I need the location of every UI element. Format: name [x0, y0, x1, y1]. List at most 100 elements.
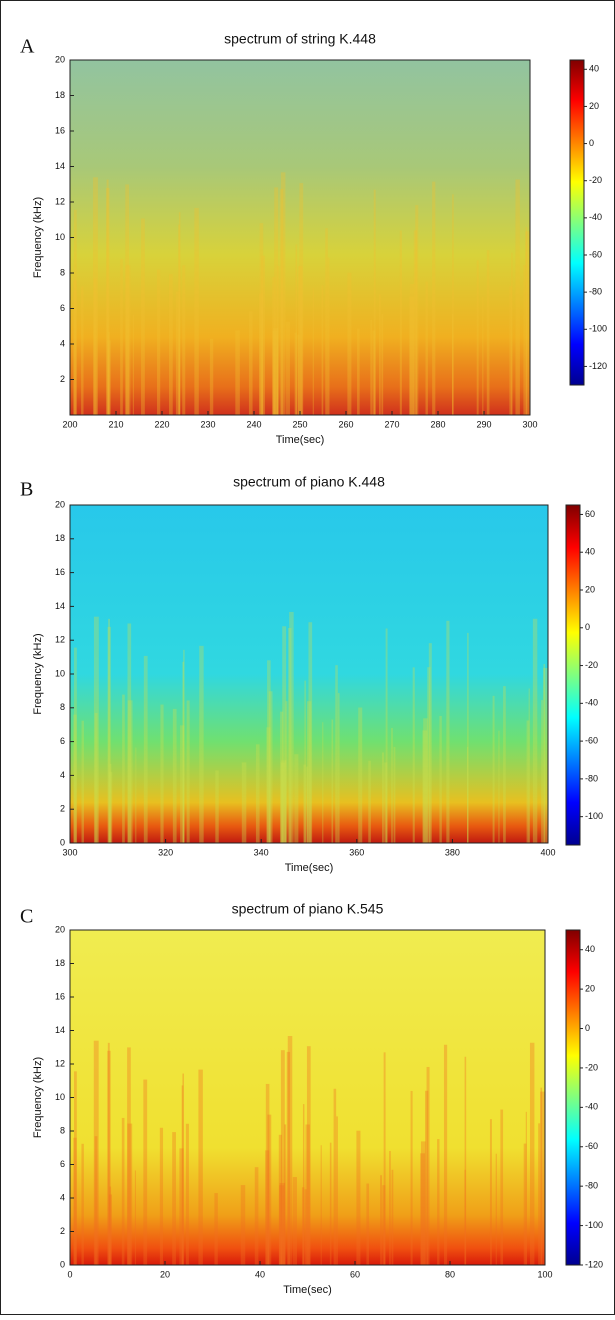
spectrogram-texture — [182, 265, 186, 415]
spectrogram-texture — [280, 760, 286, 843]
chart-title: spectrum of piano K.448 — [233, 474, 385, 490]
x-tick-label: 220 — [154, 419, 169, 429]
colorbar-tick-label: -40 — [589, 212, 602, 222]
spectrogram-texture — [122, 694, 125, 843]
colorbar-tick-label: -40 — [585, 1102, 598, 1112]
spectrogram-texture — [336, 1116, 338, 1265]
spectrogram-texture — [382, 1185, 386, 1265]
spectrogram-texture — [81, 286, 84, 415]
spectrogram-texture — [282, 626, 287, 843]
spectrogram-texture — [160, 704, 164, 843]
spectrogram-texture — [132, 314, 134, 415]
spectrogram-texture — [373, 189, 376, 415]
x-tick-label: 20 — [160, 1269, 170, 1279]
spectrogram-texture — [523, 264, 526, 415]
spectrogram-texture — [389, 1150, 391, 1265]
spectrogram-texture — [308, 622, 313, 843]
spectrogram-texture — [127, 1047, 131, 1265]
spectrogram-texture — [199, 645, 204, 843]
spectrogram-texture — [279, 1185, 285, 1265]
panel-label: B — [20, 479, 33, 501]
spectrogram-texture — [446, 620, 450, 843]
spectrogram-texture — [498, 730, 500, 843]
colorbar-tick-label: -20 — [589, 175, 602, 185]
spectrogram-texture — [180, 725, 185, 843]
spectrogram-texture — [198, 1069, 203, 1265]
spectrogram-texture — [214, 1193, 218, 1265]
spectrogram-texture — [274, 187, 279, 415]
y-axis-label: Frequency (kHz) — [32, 633, 44, 714]
y-tick-label: 6 — [60, 303, 65, 313]
spectrogram-texture — [241, 762, 247, 843]
spectrogram-texture — [268, 691, 273, 843]
spectrogram-texture — [426, 1066, 430, 1265]
x-tick-label: 230 — [200, 419, 215, 429]
panel-label: A — [20, 36, 35, 58]
spectrogram-texture — [215, 770, 219, 843]
spectrogram-texture — [107, 340, 111, 415]
colorbar-tick-label: -100 — [585, 811, 603, 821]
spectrogram-texture — [304, 1189, 307, 1265]
spectrogram-texture — [495, 1153, 497, 1265]
spectrogram-texture — [420, 1141, 426, 1265]
spectrogram-texture — [391, 1169, 394, 1265]
spectrogram-texture — [467, 632, 469, 843]
spectrogram-image — [70, 930, 545, 1265]
y-tick-label: 12 — [55, 1058, 65, 1068]
spectrogram-texture — [464, 1169, 466, 1265]
y-tick-label: 2 — [60, 1226, 65, 1236]
spectrogram-texture — [265, 1083, 270, 1265]
spectrogram-texture — [284, 1124, 287, 1265]
spectrogram-texture — [107, 626, 111, 843]
spectrogram-texture — [81, 720, 84, 843]
colorbar-tick-label: 0 — [585, 622, 590, 632]
spectrogram-texture — [525, 231, 530, 415]
spectrogram-texture — [134, 1170, 136, 1265]
y-tick-label: 4 — [60, 338, 65, 348]
y-tick-label: 4 — [60, 770, 65, 780]
spectrogram-texture — [277, 266, 280, 415]
spectrogram-texture — [288, 627, 292, 843]
x-tick-label: 270 — [384, 419, 399, 429]
spectrogram-texture — [312, 288, 314, 415]
spectrogram-texture — [489, 1119, 492, 1265]
colorbar-tick-label: -60 — [585, 735, 598, 745]
colorbar-tick-label: -80 — [589, 287, 602, 297]
spectrogram-texture — [306, 1046, 311, 1265]
spectrogram-texture — [464, 1056, 467, 1265]
spectrogram-texture — [120, 259, 123, 415]
chart-title: spectrum of string K.448 — [224, 31, 376, 47]
colorbar-tick-label: 0 — [585, 1023, 590, 1033]
x-tick-label: 360 — [349, 847, 364, 857]
x-tick-label: 320 — [158, 847, 173, 857]
y-axis-label: Frequency (kHz) — [32, 197, 44, 278]
spectrogram-texture — [525, 1111, 527, 1265]
spectrogram-texture — [515, 179, 520, 415]
spectrogram-texture — [415, 205, 419, 415]
colorbar-tick-label: 20 — [585, 584, 595, 594]
spectrogram-texture — [301, 1187, 305, 1265]
spectrogram-texture — [327, 257, 330, 415]
colorbar-tick-label: 20 — [589, 101, 599, 111]
spectrogram-texture — [93, 616, 99, 843]
x-tick-label: 300 — [62, 847, 77, 857]
spectrogram-texture — [412, 667, 415, 843]
spectrogram-texture — [532, 618, 538, 843]
spectrogram-texture — [278, 1134, 282, 1265]
y-tick-label: 6 — [60, 736, 65, 746]
spectrogram-texture — [452, 314, 454, 415]
x-axis-label: Time(sec) — [276, 434, 324, 446]
colorbar-tick-label: 40 — [585, 944, 595, 954]
spectrogram-texture — [94, 1136, 98, 1265]
y-tick-label: 20 — [55, 54, 65, 64]
spectrogram-texture — [486, 250, 490, 415]
colorbar-tick-label: -60 — [585, 1141, 598, 1151]
spectrogram-texture — [443, 1044, 448, 1265]
spectrogram-texture — [285, 701, 288, 843]
y-tick-label: 16 — [55, 991, 65, 1001]
y-axis-label: Frequency (kHz) — [32, 1057, 44, 1138]
spectrogram-texture — [333, 1088, 337, 1265]
spectrogram-texture — [543, 668, 548, 843]
spectrogram-texture — [385, 628, 388, 843]
